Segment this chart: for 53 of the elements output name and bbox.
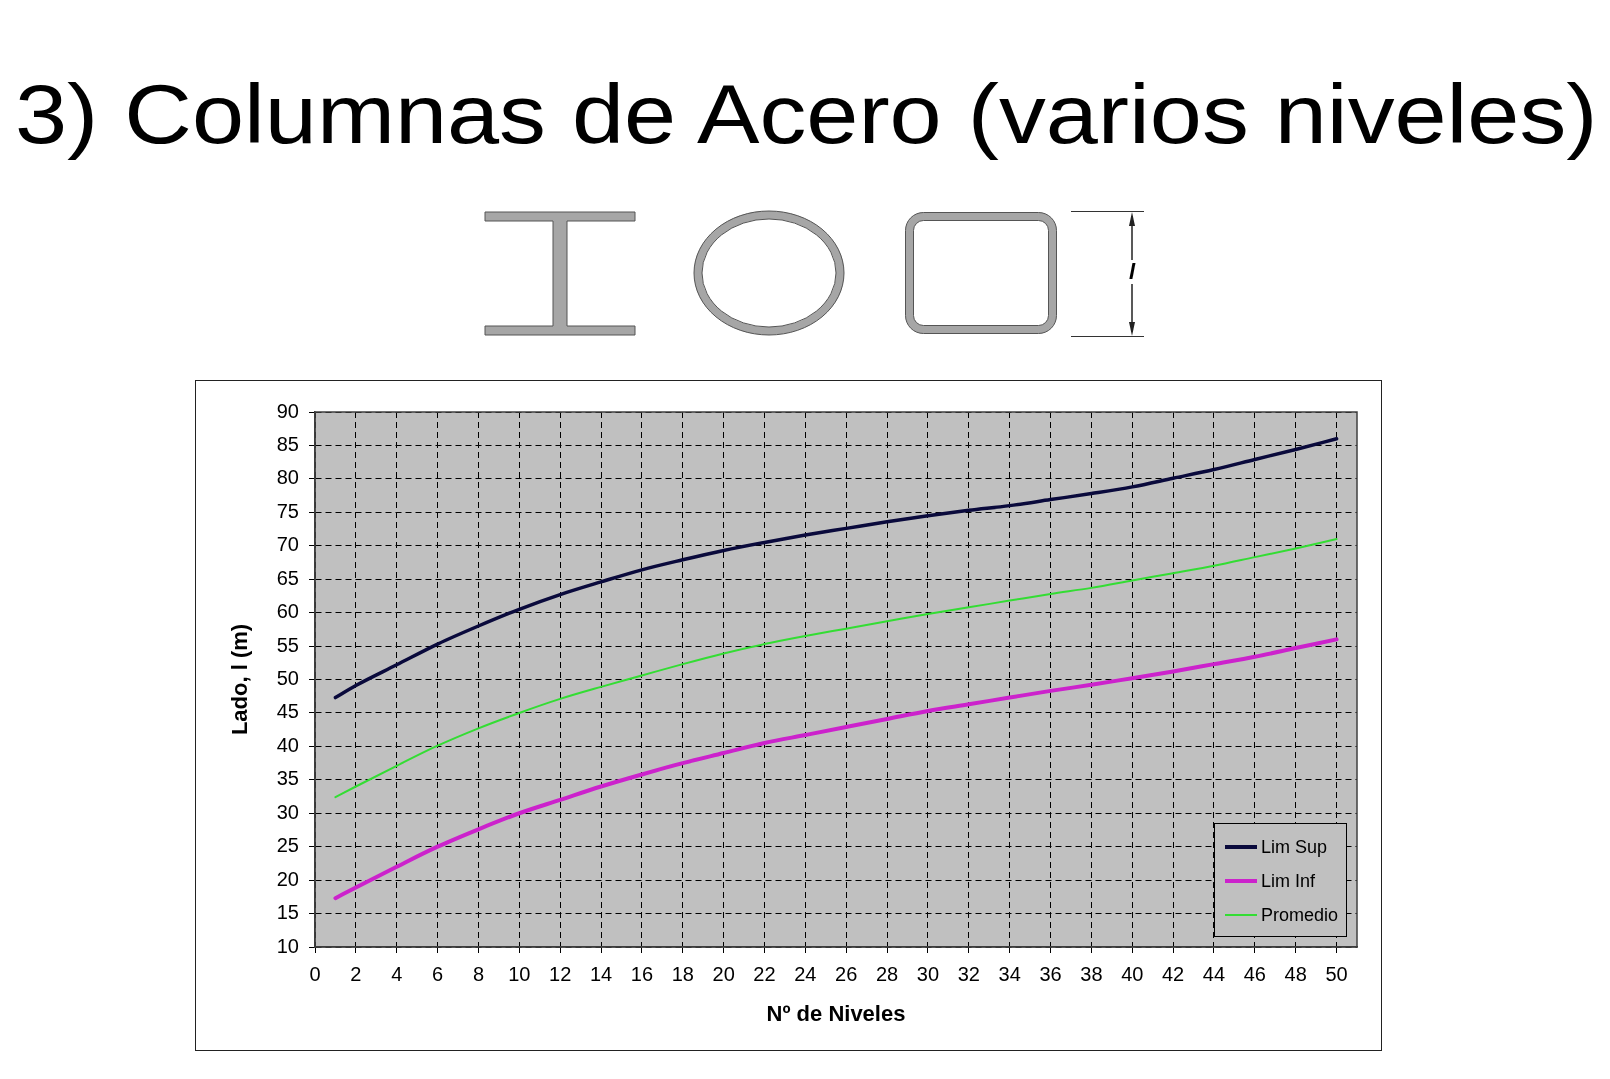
y-tick-label: 55 bbox=[276, 633, 299, 656]
y-tick-label: 35 bbox=[276, 767, 299, 790]
x-tick-label: 42 bbox=[1161, 962, 1185, 985]
x-tick-label: 8 bbox=[472, 962, 485, 985]
y-tick-label: 80 bbox=[276, 466, 299, 489]
x-tick-label: 28 bbox=[875, 962, 899, 985]
line-series bbox=[333, 637, 1339, 901]
y-tick-label: 65 bbox=[276, 566, 299, 589]
x-tick-label: 48 bbox=[1284, 962, 1307, 985]
x-tick-label: 40 bbox=[1121, 962, 1144, 985]
x-tick-label: 14 bbox=[589, 962, 613, 985]
legend-label: Lim Sup bbox=[1261, 836, 1328, 858]
x-tick-label: 12 bbox=[549, 962, 572, 985]
x-tick-label: 50 bbox=[1325, 962, 1348, 985]
y-tick-label: 85 bbox=[276, 432, 299, 455]
x-tick-label: 30 bbox=[916, 962, 940, 985]
line-series bbox=[334, 538, 1338, 799]
x-tick-label: 2 bbox=[350, 962, 362, 985]
x-tick-label: 26 bbox=[835, 962, 858, 985]
x-tick-label: 4 bbox=[391, 962, 403, 985]
x-tick-label: 20 bbox=[712, 962, 735, 985]
x-tick-label: 34 bbox=[998, 962, 1021, 985]
legend-label: Lim Inf bbox=[1261, 870, 1316, 892]
x-tick-label: 0 bbox=[309, 962, 321, 985]
y-tick-label: 30 bbox=[276, 800, 299, 823]
y-tick-label: 90 bbox=[276, 399, 299, 422]
x-tick-label: 18 bbox=[671, 962, 694, 985]
chart-title: 3) Columnas de Acero (varios niveles) bbox=[15, 67, 1598, 161]
y-tick-label: 25 bbox=[276, 834, 299, 857]
x-tick-label: 44 bbox=[1202, 962, 1226, 985]
x-tick-label: 6 bbox=[432, 962, 444, 985]
x-tick-label: 16 bbox=[630, 962, 654, 985]
y-tick-label: 50 bbox=[276, 667, 299, 690]
y-tick-label: 20 bbox=[276, 867, 299, 890]
legend-label: Promedio bbox=[1261, 904, 1339, 926]
y-tick-label: 75 bbox=[276, 499, 299, 522]
y-tick-label: 45 bbox=[276, 700, 299, 723]
line-series bbox=[333, 437, 1339, 700]
y-axis-title: Lado, l (m) bbox=[227, 623, 253, 736]
x-tick-label: 36 bbox=[1039, 962, 1062, 985]
y-tick-label: 40 bbox=[276, 733, 299, 756]
y-tick-label: 60 bbox=[276, 600, 299, 623]
x-tick-label: 38 bbox=[1080, 962, 1103, 985]
x-tick-label: 46 bbox=[1243, 962, 1266, 985]
text: l bbox=[1126, 259, 1138, 284]
x-tick-label: 22 bbox=[753, 962, 776, 985]
x-axis-title: Nº de Niveles bbox=[766, 1000, 906, 1026]
y-tick-label: 10 bbox=[276, 934, 299, 957]
y-tick-label: 15 bbox=[276, 901, 299, 924]
x-tick-label: 24 bbox=[794, 962, 817, 985]
y-tick-label: 70 bbox=[276, 533, 299, 556]
x-tick-label: 32 bbox=[957, 962, 980, 985]
x-tick-label: 10 bbox=[508, 962, 531, 985]
